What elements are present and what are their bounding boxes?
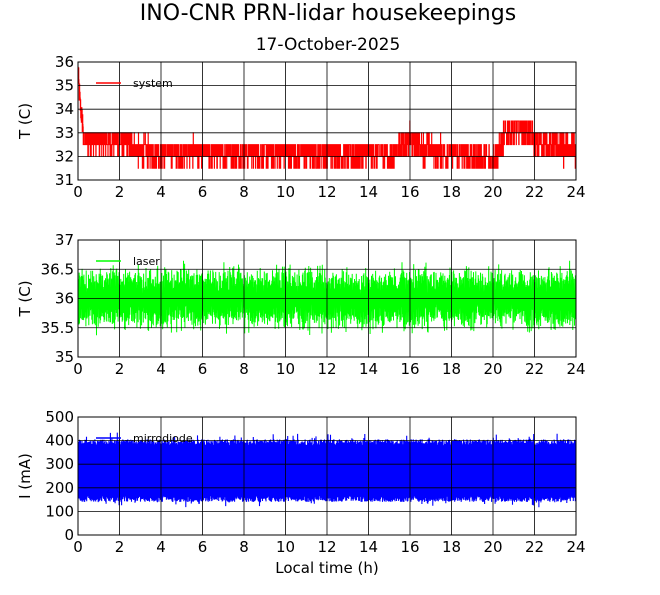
x-tick-label: 2 [115, 538, 125, 556]
x-tick-label: 8 [239, 538, 249, 556]
x-tick-label: 22 [525, 360, 544, 378]
y-tick-label: 200 [45, 479, 74, 497]
figure-title: INO-CNR PRN-lidar housekeepings [140, 1, 516, 26]
x-tick-label: 10 [276, 538, 295, 556]
x-tick-label: 24 [566, 538, 585, 556]
y-tick-label: 100 [45, 502, 74, 520]
x-tick-label: 8 [239, 183, 249, 201]
x-tick-label: 10 [276, 183, 295, 201]
x-tick-label: 20 [483, 360, 502, 378]
x-tick-label: 24 [566, 360, 585, 378]
x-tick-label: 0 [73, 360, 83, 378]
x-tick-label: 16 [400, 183, 419, 201]
x-tick-label: 4 [156, 183, 166, 201]
x-tick-label: 22 [525, 538, 544, 556]
x-tick-label: 12 [317, 538, 336, 556]
x-tick-label: 24 [566, 183, 585, 201]
x-tick-label: 14 [359, 538, 378, 556]
x-tick-label: 10 [276, 360, 295, 378]
y-tick-label: 34 [55, 100, 74, 118]
x-tick-label: 0 [73, 538, 83, 556]
y-tick-label: 35 [55, 77, 74, 95]
y-tick-label: 500 [45, 408, 74, 426]
x-axis-label: Local time (h) [275, 559, 379, 577]
legend-label: system [133, 77, 173, 90]
x-tick-label: 20 [483, 538, 502, 556]
plot-frame [77, 61, 577, 181]
x-tick-label: 8 [239, 360, 249, 378]
x-tick-label: 14 [359, 360, 378, 378]
x-tick-label: 0 [73, 183, 83, 201]
x-tick-label: 2 [115, 360, 125, 378]
y-tick-label: 35 [55, 348, 74, 366]
x-tick-label: 4 [156, 360, 166, 378]
x-tick-label: 6 [198, 360, 208, 378]
y-tick-label: 35.5 [41, 319, 74, 337]
x-tick-label: 18 [442, 183, 461, 201]
y-tick-label: 0 [64, 526, 74, 544]
y-tick-label: 32 [55, 147, 74, 165]
x-tick-label: 16 [400, 360, 419, 378]
x-tick-label: 18 [442, 360, 461, 378]
figure-subtitle: 17-October-2025 [256, 35, 401, 55]
x-tick-label: 12 [317, 360, 336, 378]
y-tick-label: 36 [55, 53, 74, 71]
series-system [78, 66, 576, 169]
y-tick-label: 33 [55, 124, 74, 142]
x-tick-label: 14 [359, 183, 378, 201]
series-line-system [78, 66, 576, 169]
legend-label: mirrodiode [133, 432, 193, 445]
x-tick-label: 16 [400, 538, 419, 556]
x-tick-label: 18 [442, 538, 461, 556]
x-tick-label: 4 [156, 538, 166, 556]
x-tick-label: 6 [198, 183, 208, 201]
y-tick-label: 400 [45, 432, 74, 450]
y-tick-label: 37 [55, 231, 74, 249]
x-tick-label: 22 [525, 183, 544, 201]
x-tick-label: 2 [115, 183, 125, 201]
legend-label: laser [133, 255, 160, 268]
y-axis-label: T (C) [16, 280, 34, 317]
y-tick-label: 31 [55, 171, 74, 189]
x-tick-label: 12 [317, 183, 336, 201]
y-tick-label: 300 [45, 455, 74, 473]
y-tick-label: 36 [55, 290, 74, 308]
plot-frame [77, 416, 577, 536]
y-tick-label: 36.5 [41, 260, 74, 278]
plot-frame [77, 239, 577, 358]
y-axis-label: I (mA) [16, 453, 34, 499]
y-axis-label: T (C) [16, 103, 34, 140]
x-tick-label: 6 [198, 538, 208, 556]
x-tick-label: 20 [483, 183, 502, 201]
